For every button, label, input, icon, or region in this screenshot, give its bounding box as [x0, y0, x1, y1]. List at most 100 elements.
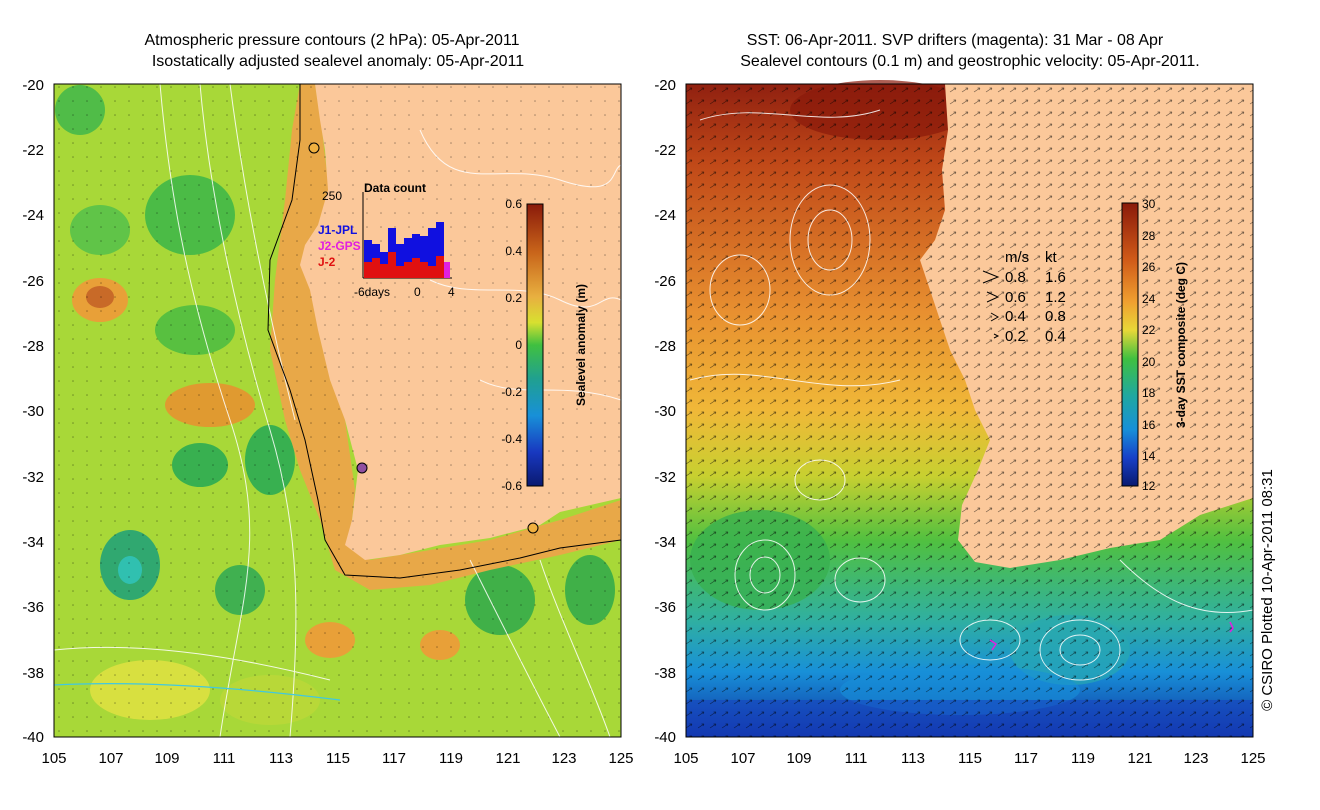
inset-ymax: 250	[322, 189, 342, 203]
geostrophic-velocity-vectors	[686, 84, 1253, 737]
x-tick-label: 123	[551, 750, 576, 767]
x-tick-label: 121	[495, 750, 520, 767]
y-tick-label: -36	[22, 599, 44, 616]
y-tick-label: -26	[654, 273, 676, 290]
bathymetry-contour	[267, 84, 622, 579]
colorbar-tick: 26	[1142, 260, 1156, 274]
y-tick-label: -28	[654, 338, 676, 355]
legend-j2-gps: J2-GPS	[318, 239, 361, 253]
y-tick-label: -36	[654, 599, 676, 616]
y-tick-label: -20	[654, 77, 676, 94]
colorbar-tick: 0.6	[505, 197, 522, 211]
colorbar-tick: 12	[1142, 479, 1156, 493]
y-tick-label: -32	[22, 469, 44, 486]
y-tick-label: -22	[654, 142, 676, 159]
left-y-axis: -20 -22 -24 -26 -28 -30 -32 -34 -36 -38 …	[22, 77, 44, 746]
histogram-bar	[428, 228, 436, 278]
speed-arrow-glyph	[986, 291, 1000, 303]
y-tick-label: -40	[22, 729, 44, 746]
tide-gauge-marker	[356, 462, 368, 474]
y-tick-label: -28	[22, 338, 44, 355]
data-count-inset: Data count 250	[318, 181, 455, 299]
colorbar-tick: -0.2	[501, 385, 522, 399]
colorbar-tick: 0	[515, 338, 522, 352]
legend-j-2: J-2	[318, 255, 336, 269]
colorbar-tick: 22	[1142, 323, 1156, 337]
cyan-contour	[53, 683, 341, 701]
legend-ms: 0.4	[1005, 308, 1026, 325]
sst-colorbar: 30 28 26 24 22 20 18 16 14 12 3-day SST …	[1121, 197, 1188, 493]
legend-kt: 1.6	[1045, 269, 1066, 286]
y-tick-label: -34	[654, 534, 676, 551]
right-y-axis: -20 -22 -24 -26 -28 -30 -32 -34 -36 -38 …	[654, 77, 676, 746]
legend-kt: 1.2	[1045, 289, 1066, 306]
x-tick-label: 117	[382, 750, 406, 767]
histogram-bar	[412, 234, 420, 278]
right-map-frame	[685, 83, 1254, 738]
colorbar-tick: 30	[1142, 197, 1156, 211]
legend-j1-jpl: J1-JPL	[318, 223, 357, 237]
x-tick-label: 123	[1183, 750, 1208, 767]
y-tick-label: -24	[22, 207, 44, 224]
sla-colorbar: 0.6 0.4 0.2 0 -0.2 -0.4 -0.6 Sealevel an…	[501, 197, 588, 493]
colorbar-label: 3-day SST composite (deg C)	[1174, 262, 1188, 428]
left-title-line2: Isostatically adjusted sealevel anomaly:…	[152, 53, 524, 70]
legend-header-kt: kt	[1045, 249, 1058, 266]
y-tick-label: -22	[22, 142, 44, 159]
x-tick-label: 119	[1071, 750, 1095, 767]
speed-legend: m/s kt 0.8 1.6 0.6 1.2 0.4 0.8 0.2 0.4	[982, 249, 1066, 345]
y-tick-label: -30	[22, 403, 44, 420]
tide-gauge-marker	[527, 522, 539, 534]
x-tick-label: 119	[439, 750, 463, 767]
histogram-bar	[436, 222, 444, 278]
right-title-line1: SST: 06-Apr-2011. SVP drifters (magenta)…	[747, 32, 1164, 49]
x-tick-label: 121	[1127, 750, 1152, 767]
inset-title: Data count	[364, 181, 426, 195]
x-tick-label: 115	[326, 750, 350, 767]
left-map: Atmospheric pressure contours (2 hPa): 0…	[22, 32, 633, 767]
left-x-axis: 105 107 109 111 113 115 117 119 121 123 …	[41, 750, 633, 767]
colorbar-tick: 20	[1142, 355, 1156, 369]
y-tick-label: -38	[654, 665, 676, 682]
x-tick-label: 111	[213, 750, 236, 767]
y-tick-label: -34	[22, 534, 44, 551]
y-tick-label: -32	[654, 469, 676, 486]
colorbar-tick: -0.4	[501, 432, 522, 446]
y-tick-label: -26	[22, 273, 44, 290]
sealevel-contours	[689, 109, 1254, 681]
y-tick-label: -38	[22, 665, 44, 682]
y-tick-label: -30	[654, 403, 676, 420]
pressure-contours	[53, 83, 622, 738]
x-tick-label: 109	[154, 750, 179, 767]
speed-arrow-glyph	[990, 312, 1000, 322]
legend-ms: 0.6	[1005, 289, 1026, 306]
legend-ms: 0.2	[1005, 328, 1026, 345]
tide-gauge-marker	[308, 142, 320, 154]
histogram-bar	[420, 236, 428, 278]
right-title-line2: Sealevel contours (0.1 m) and geostrophi…	[740, 53, 1200, 70]
colorbar-tick: 0.2	[505, 291, 522, 305]
x-tick-label: 117	[1014, 750, 1038, 767]
svp-drifter-track	[1229, 621, 1234, 633]
x-tick-label: 125	[608, 750, 633, 767]
colorbar-label: Sealevel anomaly (m)	[574, 284, 588, 406]
colorbar-tick: 28	[1142, 229, 1156, 243]
x-tick-label: 125	[1240, 750, 1265, 767]
histogram-bar	[404, 238, 412, 278]
right-map: SST: 06-Apr-2011. SVP drifters (magenta)…	[654, 32, 1265, 767]
speed-arrow-glyph	[982, 270, 1000, 284]
x-tick-label: 105	[673, 750, 698, 767]
x-tick-label: 111	[845, 750, 868, 767]
svp-drifter-track	[989, 639, 998, 651]
y-tick-label: -20	[22, 77, 44, 94]
x-tick-label: 107	[730, 750, 755, 767]
x-tick-label: 113	[269, 750, 293, 767]
right-x-axis: 105 107 109 111 113 115 117 119 121 123 …	[673, 750, 1265, 767]
legend-ms: 0.8	[1005, 269, 1026, 286]
x-tick-label: 113	[901, 750, 925, 767]
left-title-line1: Atmospheric pressure contours (2 hPa): 0…	[145, 32, 520, 49]
x-tick-label: 109	[786, 750, 811, 767]
histogram-bar	[396, 244, 404, 278]
colorbar-tick: 18	[1142, 386, 1156, 400]
